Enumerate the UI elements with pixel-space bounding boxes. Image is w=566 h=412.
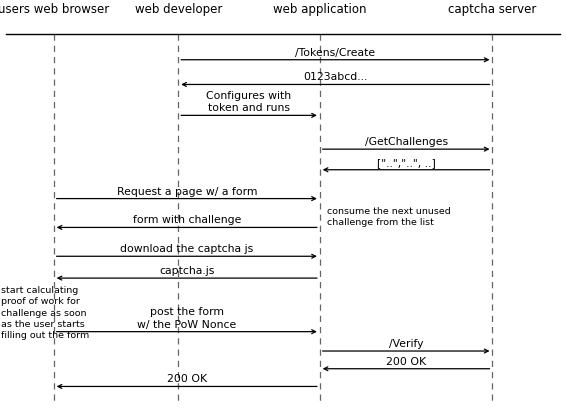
Text: 200 OK: 200 OK: [167, 375, 207, 384]
Text: 200 OK: 200 OK: [386, 357, 426, 367]
Text: /Tokens/Create: /Tokens/Create: [295, 48, 375, 58]
Text: captcha server: captcha server: [448, 3, 537, 16]
Text: post the form
w/ the PoW Nonce: post the form w/ the PoW Nonce: [137, 307, 237, 330]
Text: web developer: web developer: [135, 3, 222, 16]
Text: form with challenge: form with challenge: [132, 215, 241, 225]
Text: ["..","..", ..]: ["..","..", ..]: [376, 158, 436, 168]
Text: 0123abcd...: 0123abcd...: [303, 73, 367, 82]
Text: /GetChallenges: /GetChallenges: [365, 137, 448, 147]
Text: /Verify: /Verify: [389, 339, 423, 349]
Text: web application: web application: [273, 3, 367, 16]
Text: start calculating
proof of work for
challenge as soon
as the user starts
filling: start calculating proof of work for chal…: [1, 286, 89, 340]
Text: captcha.js: captcha.js: [159, 266, 215, 276]
Text: users web browser: users web browser: [0, 3, 109, 16]
Text: consume the next unused
challenge from the list: consume the next unused challenge from t…: [327, 207, 451, 227]
Text: download the captcha js: download the captcha js: [120, 244, 254, 254]
Text: Configures with
token and runs: Configures with token and runs: [207, 91, 291, 113]
Text: Request a page w/ a form: Request a page w/ a form: [117, 187, 257, 197]
